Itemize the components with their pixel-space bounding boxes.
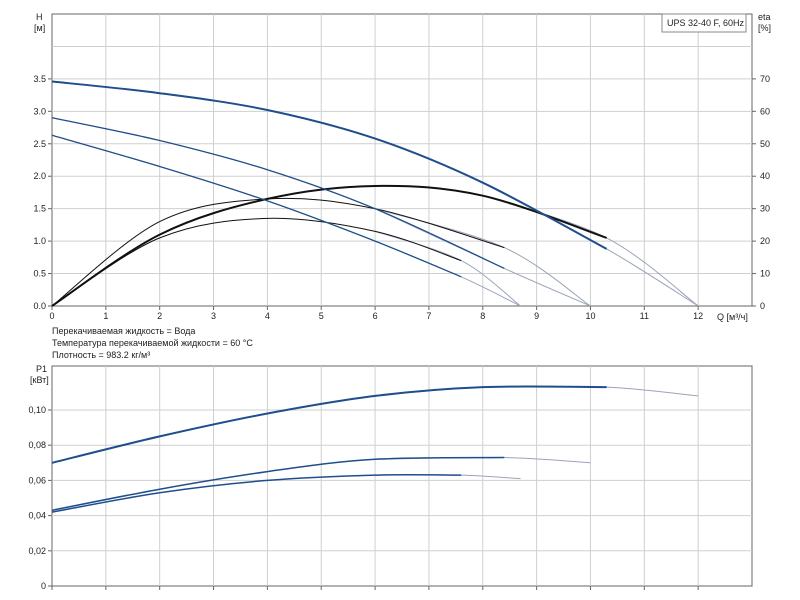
power-curve-2 [51,456,505,512]
x-tick-label: 8 [480,311,485,321]
info-temperature: Температура перекачиваемой жидкости = 60… [52,338,253,348]
head-curve-3 [51,134,462,278]
y-tick-label: 2.0 [33,171,46,181]
power-plot-frame [51,365,753,587]
y-axis-unit: [м] [34,23,45,33]
y2-axis-unit: [%] [758,23,771,33]
head-plot-ticks: 0 1 2 3 4 5 6 7 8 9 10 11 120.00.51.01.52.02.53.03.5… [33,74,770,321]
eta-curve-3 [51,217,462,307]
y2-tick-label: 60 [760,106,770,116]
info-density: Плотность = 983.2 кг/м³ [52,350,150,360]
head-plot-curves [51,80,699,307]
power-plot-curves [51,385,699,513]
y-tick-label: 1.5 [33,204,46,214]
y2-tick-label: 10 [760,269,770,279]
y-tick-label: 3.5 [33,74,46,84]
y-tick-label: 0,04 [28,511,46,521]
y-tick-label: 0 [41,581,46,591]
eta-curve-2 [51,197,505,307]
chart-title: UPS 32-40 F, 60Hz [667,18,745,28]
power-plot-grid [52,366,752,586]
y-tick-label: 0.0 [33,301,46,311]
head-plot-grid [52,14,752,306]
x-tick-label: 0 [49,311,54,321]
x-tick-label: 10 [585,311,595,321]
x-tick-label: 2 [157,311,162,321]
y-tick-label: 0,02 [28,546,46,556]
head-plot-frame [51,13,753,307]
x-tick-label: 1 [103,311,108,321]
y2-tick-label: 30 [760,204,770,214]
y2-tick-label: 70 [760,74,770,84]
x-tick-label: 7 [426,311,431,321]
x-tick-label: 3 [211,311,216,321]
y-tick-label: 1.0 [33,236,46,246]
y2-tick-label: 50 [760,139,770,149]
y2-axis-label: eta [758,12,771,22]
y2-tick-label: 20 [760,236,770,246]
x-tick-label: 11 [640,311,649,321]
x-tick-label: 4 [265,311,270,321]
eta-curve-1 [51,184,607,307]
x-axis-label: Q [м³/ч] [717,312,748,322]
power-plot-ticks: 0 0,02 0,04 0,06 0,08 0,10 [28,405,699,591]
y-tick-label: 0,10 [28,405,46,415]
y-tick-label: 0,06 [28,475,46,485]
power-curve-3 [51,473,462,513]
y2-tick-label: 0 [760,301,765,311]
power-axis-unit: [кВт] [30,375,49,385]
title-box [661,13,747,33]
x-tick-label: 5 [319,311,324,321]
x-tick-label: 9 [534,311,539,321]
head-curve-1 [51,80,608,250]
info-fluid: Перекачиваемая жидкость = Вода [52,326,195,336]
head-curve-2 [51,117,505,269]
y-tick-label: 0.5 [33,269,46,279]
x-tick-label: 6 [373,311,378,321]
y-tick-label: 2.5 [33,139,46,149]
power-axis-label: P1 [36,364,47,374]
y-tick-label: 3.0 [33,106,46,116]
y-axis-label: H [36,12,43,22]
x-tick-label: 12 [693,311,703,321]
power-curve-1 [51,385,607,464]
y-tick-label: 0,08 [28,440,46,450]
y2-tick-label: 40 [760,171,770,181]
